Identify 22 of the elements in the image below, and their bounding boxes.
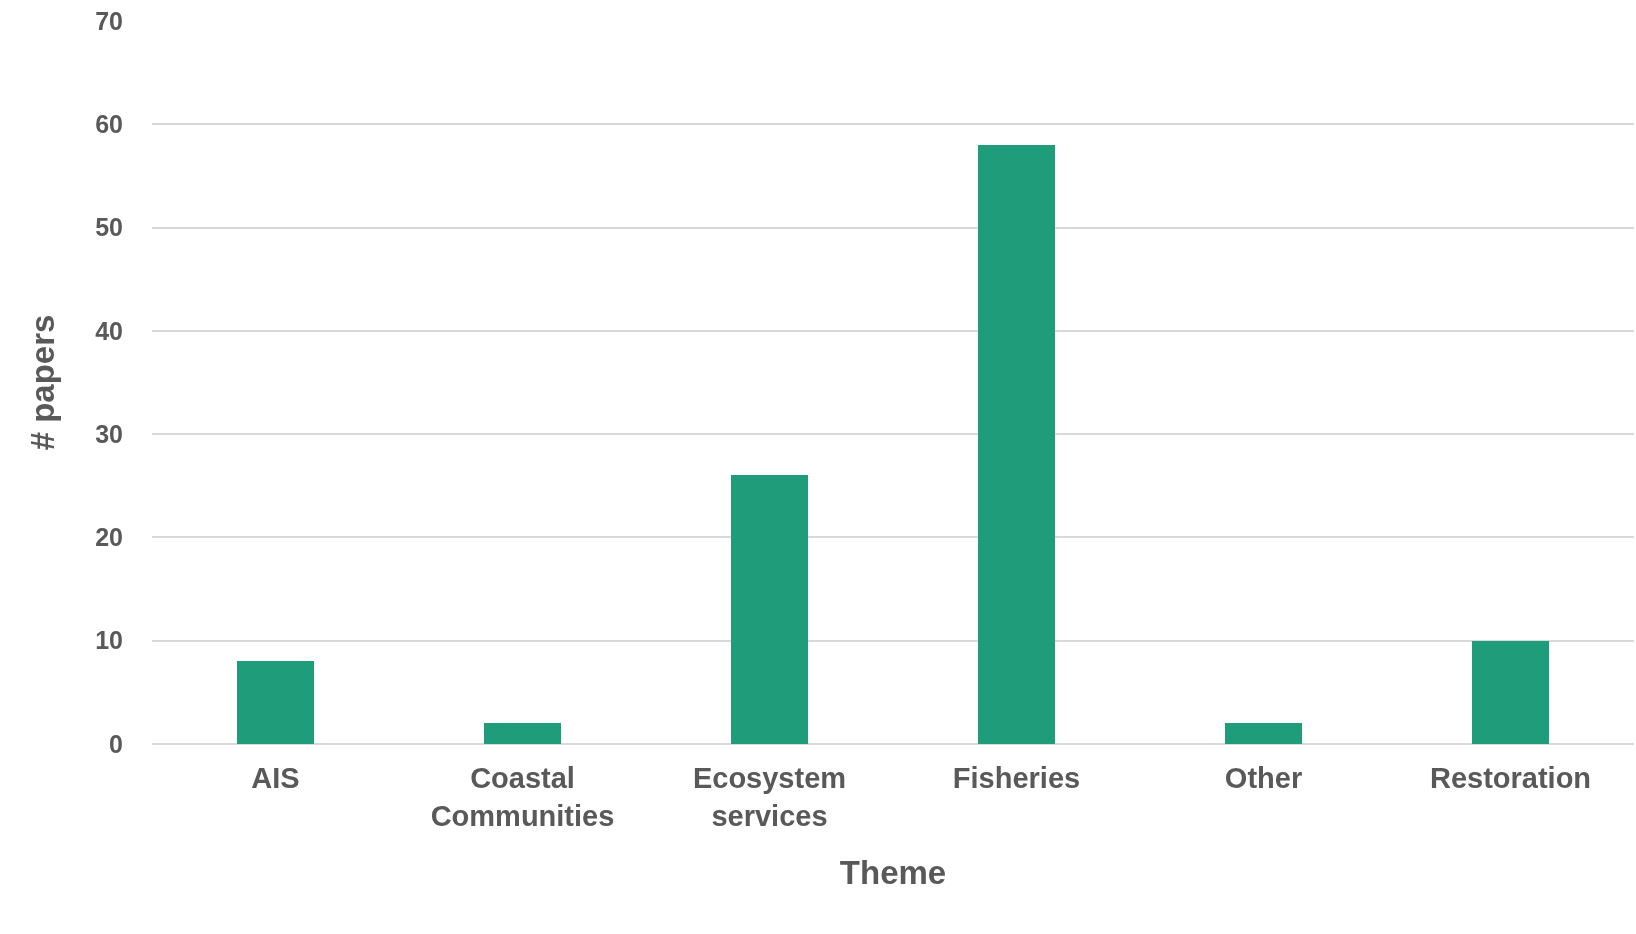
y-tick-label: 60 (95, 110, 123, 139)
x-tick-label: Ecosystem services (692, 762, 847, 832)
bar (484, 723, 561, 744)
y-tick-label: 0 (109, 729, 123, 758)
bar (731, 475, 808, 744)
bar (1472, 641, 1549, 744)
y-tick-label: 50 (95, 213, 123, 242)
y-tick-label: 70 (95, 6, 123, 35)
x-tick-label: Coastal Communities (430, 762, 615, 832)
y-axis-title: # papers (24, 314, 62, 451)
y-tick-label: 20 (95, 523, 123, 552)
y-tick-label: 40 (95, 316, 123, 345)
y-tick-label: 10 (95, 626, 123, 655)
bar (978, 145, 1055, 744)
x-tick-label: Restoration (1429, 762, 1592, 794)
x-axis-title: Theme (839, 854, 947, 892)
bar (237, 661, 314, 744)
x-tick-label: Other (1224, 762, 1303, 794)
x-tick-label: Fisheries (952, 762, 1081, 794)
x-tick-label: AIS (251, 762, 300, 794)
y-tick-label: 30 (95, 419, 123, 448)
bar (1225, 723, 1302, 744)
